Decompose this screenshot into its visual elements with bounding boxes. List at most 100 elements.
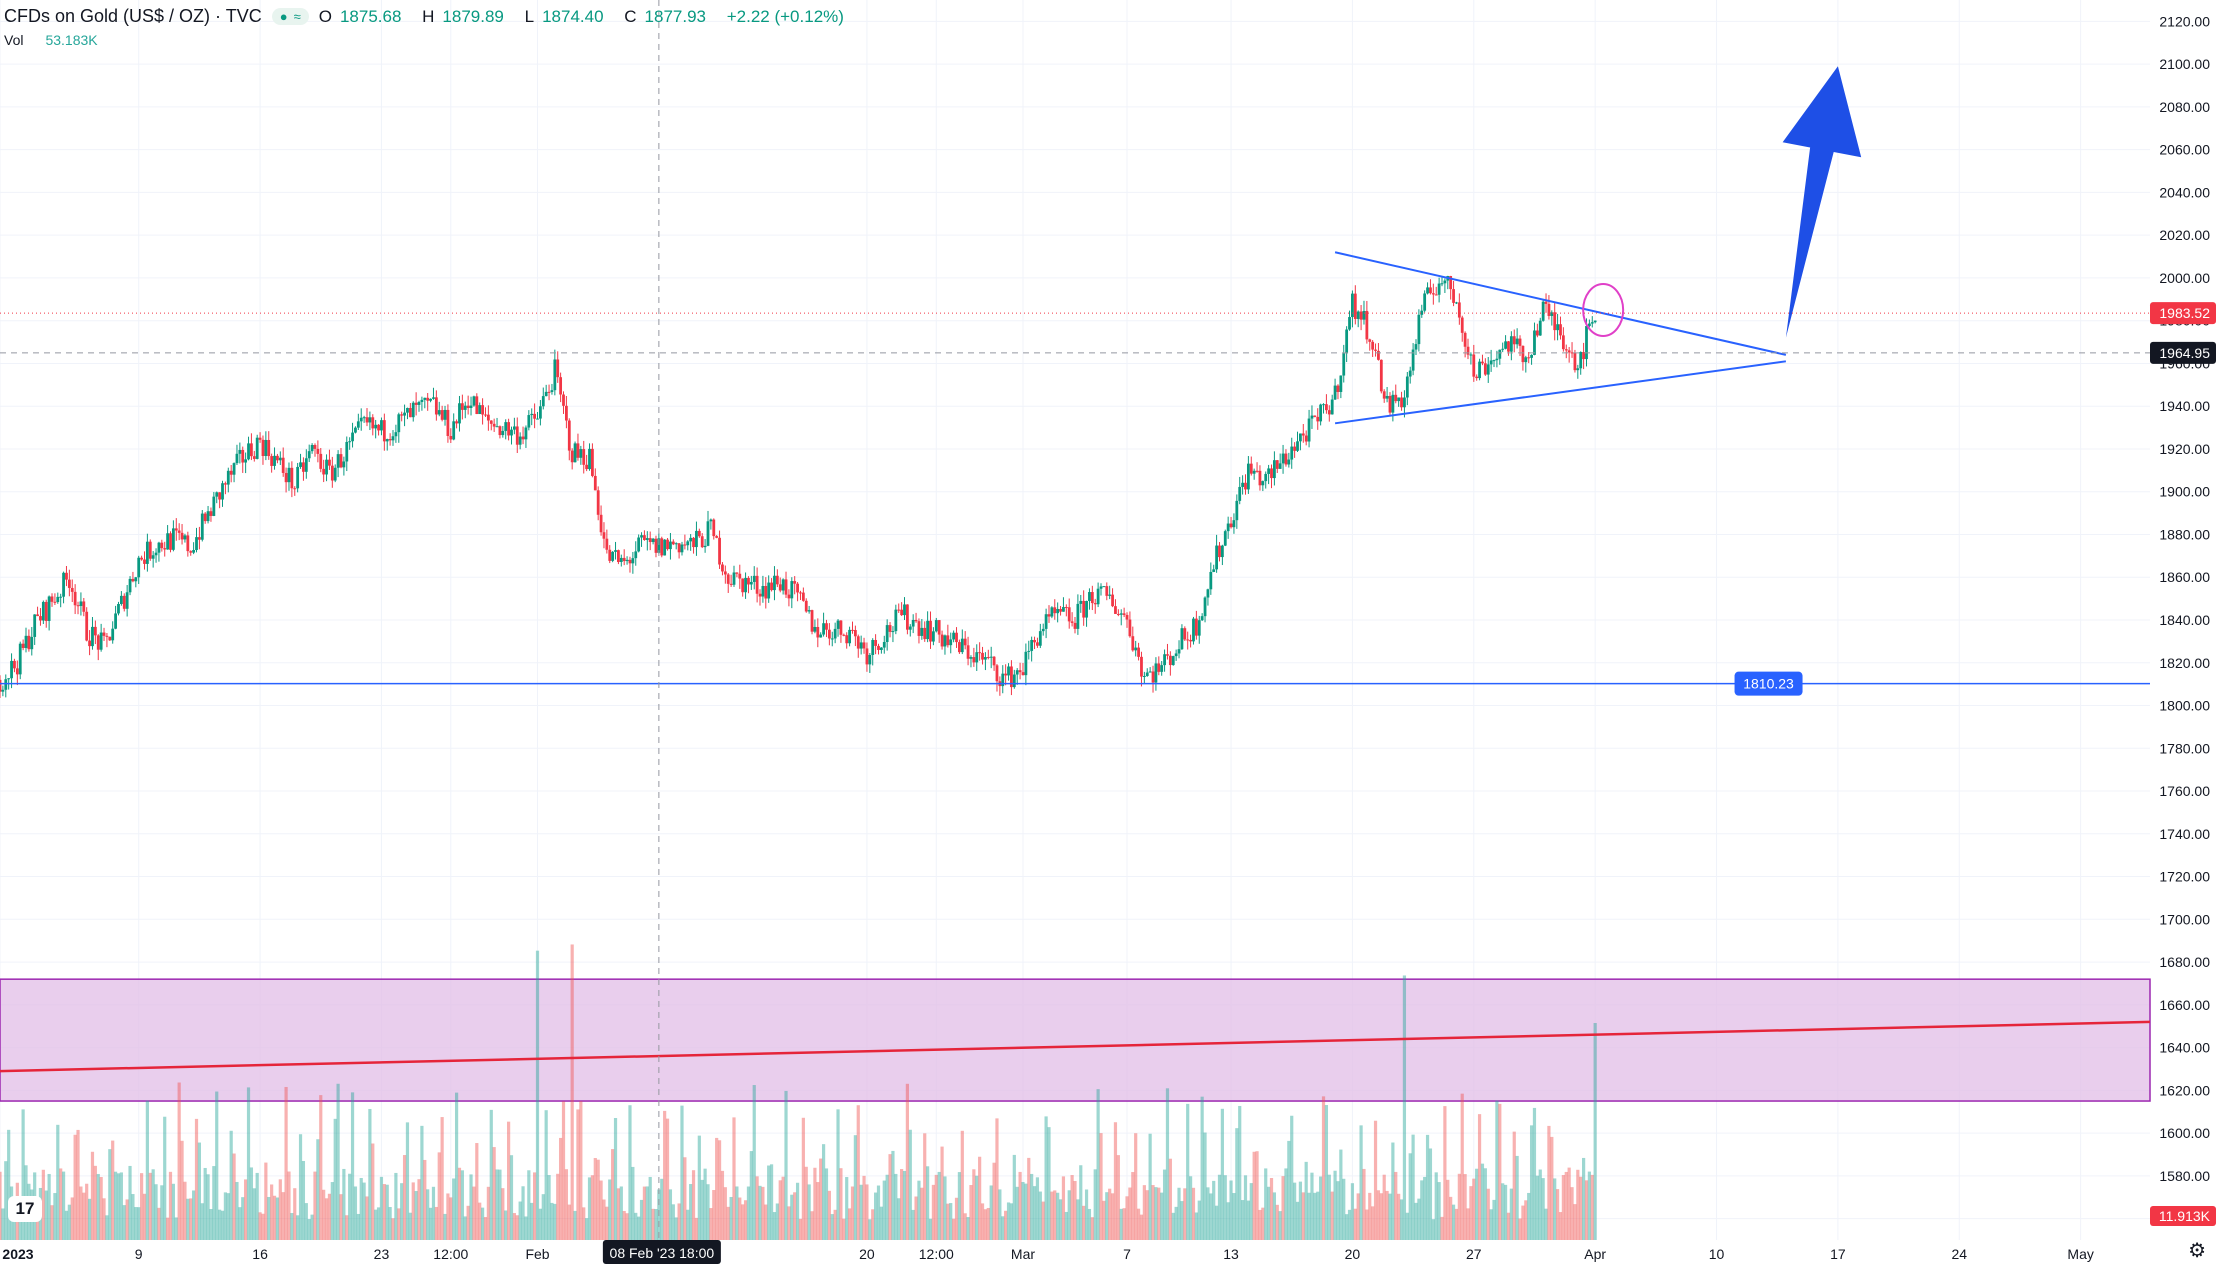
volume-bar xyxy=(1532,1107,1537,1240)
candle-body xyxy=(1096,588,1100,605)
candle-body xyxy=(1033,639,1036,643)
volume-bar xyxy=(1145,1190,1149,1240)
candle-body xyxy=(1452,289,1455,303)
volume-bar xyxy=(246,1087,251,1240)
volume-bar xyxy=(238,1207,242,1240)
candle-body xyxy=(1197,620,1201,636)
volume-bar xyxy=(1298,1181,1303,1240)
candle-body xyxy=(1561,335,1565,350)
candle-body xyxy=(1307,418,1311,442)
volume-bar xyxy=(475,1143,479,1240)
candle-body xyxy=(1090,592,1094,604)
volume-bar xyxy=(691,1170,696,1240)
volume-bar xyxy=(1035,1177,1040,1240)
candle-body xyxy=(1339,375,1343,392)
volume-bar xyxy=(1293,1182,1297,1240)
candle-body xyxy=(420,399,424,402)
volume-bar xyxy=(686,1209,690,1240)
volume-bar xyxy=(446,1193,450,1240)
candle-body xyxy=(96,635,100,650)
volume-bar xyxy=(576,1109,580,1240)
volume-bar xyxy=(1246,1200,1250,1240)
candle-body xyxy=(839,620,843,635)
time-tick-label: Apr xyxy=(1584,1246,1606,1262)
candle-body xyxy=(39,616,42,621)
candle-body xyxy=(755,575,759,594)
volume-bar xyxy=(853,1135,857,1240)
candle-body xyxy=(758,593,762,597)
volume-bar xyxy=(426,1189,430,1240)
volume-bar xyxy=(706,1184,710,1240)
volume-bar xyxy=(174,1217,178,1240)
volume-bar xyxy=(735,1186,739,1240)
volume-bar xyxy=(587,1177,592,1240)
candle-body xyxy=(1460,317,1464,333)
volume-bar xyxy=(327,1193,332,1240)
volume-bar xyxy=(637,1216,641,1240)
candle-body xyxy=(397,414,401,433)
candle-body xyxy=(351,432,354,442)
candle-body xyxy=(238,449,242,454)
candle-body xyxy=(1570,352,1574,354)
volume-bar xyxy=(420,1125,424,1240)
candle-body xyxy=(1270,468,1273,479)
volume-bar xyxy=(989,1185,993,1240)
candle-body xyxy=(1437,283,1441,295)
candle-body xyxy=(917,621,921,636)
candle-body xyxy=(224,483,227,485)
candle-body xyxy=(371,417,375,429)
volume-bar xyxy=(550,1202,554,1240)
volume-bar xyxy=(1368,1192,1372,1240)
candle-body xyxy=(882,642,886,648)
candle-body xyxy=(53,601,57,603)
volume-bar xyxy=(1495,1100,1499,1240)
volume-bar xyxy=(1336,1181,1340,1240)
volume-legend[interactable]: Vol 53.183K xyxy=(4,32,98,48)
volume-bar xyxy=(804,1166,808,1240)
volume-bar xyxy=(1564,1171,1568,1240)
volume-bar xyxy=(313,1171,317,1240)
volume-bar xyxy=(186,1198,190,1240)
candle-body xyxy=(1538,320,1542,336)
volume-bar xyxy=(382,1184,386,1240)
volume-bar xyxy=(180,1140,184,1240)
candle-body xyxy=(1515,338,1519,345)
time-tick-label: Feb xyxy=(525,1246,549,1262)
volume-bar xyxy=(1096,1089,1100,1240)
price-tick-label: 2080.00 xyxy=(2159,99,2210,115)
symbol-title[interactable]: CFDs on Gold (US$ / OZ) · TVC xyxy=(4,6,262,26)
candle-body xyxy=(1330,399,1334,415)
volume-bar xyxy=(504,1210,508,1240)
candle-body xyxy=(406,407,409,413)
volume-bar xyxy=(535,950,540,1240)
candle-body xyxy=(1469,354,1473,356)
candle-body xyxy=(1125,614,1129,620)
time-tick-label: 7 xyxy=(1123,1246,1131,1262)
volume-bar xyxy=(1388,1193,1392,1240)
candle-body xyxy=(1246,463,1250,490)
volume-bar xyxy=(348,1173,352,1240)
candle-body xyxy=(1486,364,1490,375)
volume-bar xyxy=(1252,1151,1256,1240)
triangle-lower-line xyxy=(1334,360,1787,425)
volume-bar xyxy=(689,1184,693,1240)
candle-body xyxy=(148,541,152,559)
candle-body xyxy=(712,519,716,537)
candle-body xyxy=(1050,607,1054,617)
candle-body xyxy=(515,426,519,445)
tradingview-logo-icon[interactable]: 17 xyxy=(8,1196,42,1222)
volume-bar xyxy=(385,1184,389,1240)
volume-bar xyxy=(556,1173,560,1240)
candle-body xyxy=(1567,350,1571,353)
candle-body xyxy=(842,634,846,636)
market-status-pill[interactable]: ● ≈ xyxy=(271,8,309,25)
candle-body xyxy=(1345,329,1349,354)
gear-icon[interactable]: ⚙ xyxy=(2188,1240,2206,1262)
volume-bar xyxy=(764,1204,768,1240)
volume-bar xyxy=(902,1170,907,1240)
volume-bar xyxy=(775,1203,779,1240)
volume-bar xyxy=(1350,1183,1355,1240)
candle-body xyxy=(827,629,831,639)
candle-body xyxy=(744,577,747,593)
